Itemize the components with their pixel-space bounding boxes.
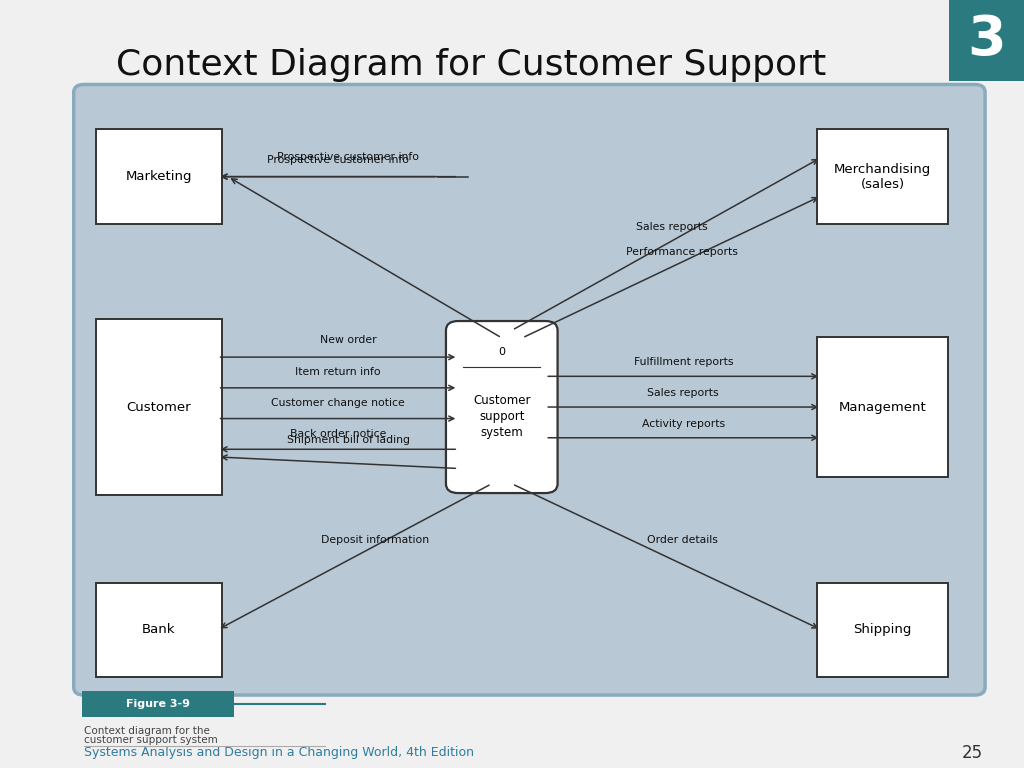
FancyBboxPatch shape: [96, 319, 221, 495]
Text: Prospective customer info: Prospective customer info: [267, 154, 409, 165]
Text: Activity reports: Activity reports: [642, 419, 725, 429]
FancyBboxPatch shape: [96, 130, 221, 224]
Text: Customer change notice: Customer change notice: [271, 398, 404, 409]
Text: Management: Management: [839, 401, 927, 413]
Text: Customer
support
system: Customer support system: [473, 394, 530, 439]
Text: Shipping: Shipping: [853, 624, 912, 636]
FancyBboxPatch shape: [96, 583, 221, 677]
Text: Order details: Order details: [646, 535, 718, 545]
FancyBboxPatch shape: [817, 337, 948, 478]
FancyBboxPatch shape: [817, 130, 948, 224]
FancyBboxPatch shape: [949, 0, 1024, 81]
Text: Systems Analysis and Design in a Changing World, 4th Edition: Systems Analysis and Design in a Changin…: [84, 746, 474, 759]
Text: customer support system: customer support system: [84, 735, 218, 745]
Text: Bank: Bank: [142, 624, 175, 636]
FancyBboxPatch shape: [74, 84, 985, 695]
Text: New order: New order: [319, 335, 377, 346]
Text: Fulfillment reports: Fulfillment reports: [634, 357, 733, 368]
Text: Figure 3-9: Figure 3-9: [126, 699, 190, 710]
Text: Back order notice: Back order notice: [290, 429, 386, 439]
Text: Sales reports: Sales reports: [647, 388, 719, 399]
Text: Customer: Customer: [126, 401, 191, 413]
Text: 0: 0: [499, 346, 505, 357]
FancyBboxPatch shape: [82, 691, 234, 717]
Text: Sales reports: Sales reports: [636, 222, 708, 232]
Text: Shipment bill of lading: Shipment bill of lading: [287, 435, 410, 445]
FancyBboxPatch shape: [446, 321, 557, 493]
Text: Prospective customer info: Prospective customer info: [278, 152, 419, 163]
Text: Context diagram for the: Context diagram for the: [84, 726, 210, 736]
Text: Item return info: Item return info: [295, 367, 381, 378]
FancyBboxPatch shape: [817, 583, 948, 677]
Text: Merchandising
(sales): Merchandising (sales): [835, 163, 931, 190]
Text: Context Diagram for Customer Support: Context Diagram for Customer Support: [116, 48, 826, 82]
Text: 25: 25: [962, 743, 983, 762]
Text: 3: 3: [968, 13, 1006, 67]
Text: Deposit information: Deposit information: [321, 535, 429, 545]
Text: Marketing: Marketing: [126, 170, 191, 183]
Text: Performance reports: Performance reports: [626, 247, 738, 257]
